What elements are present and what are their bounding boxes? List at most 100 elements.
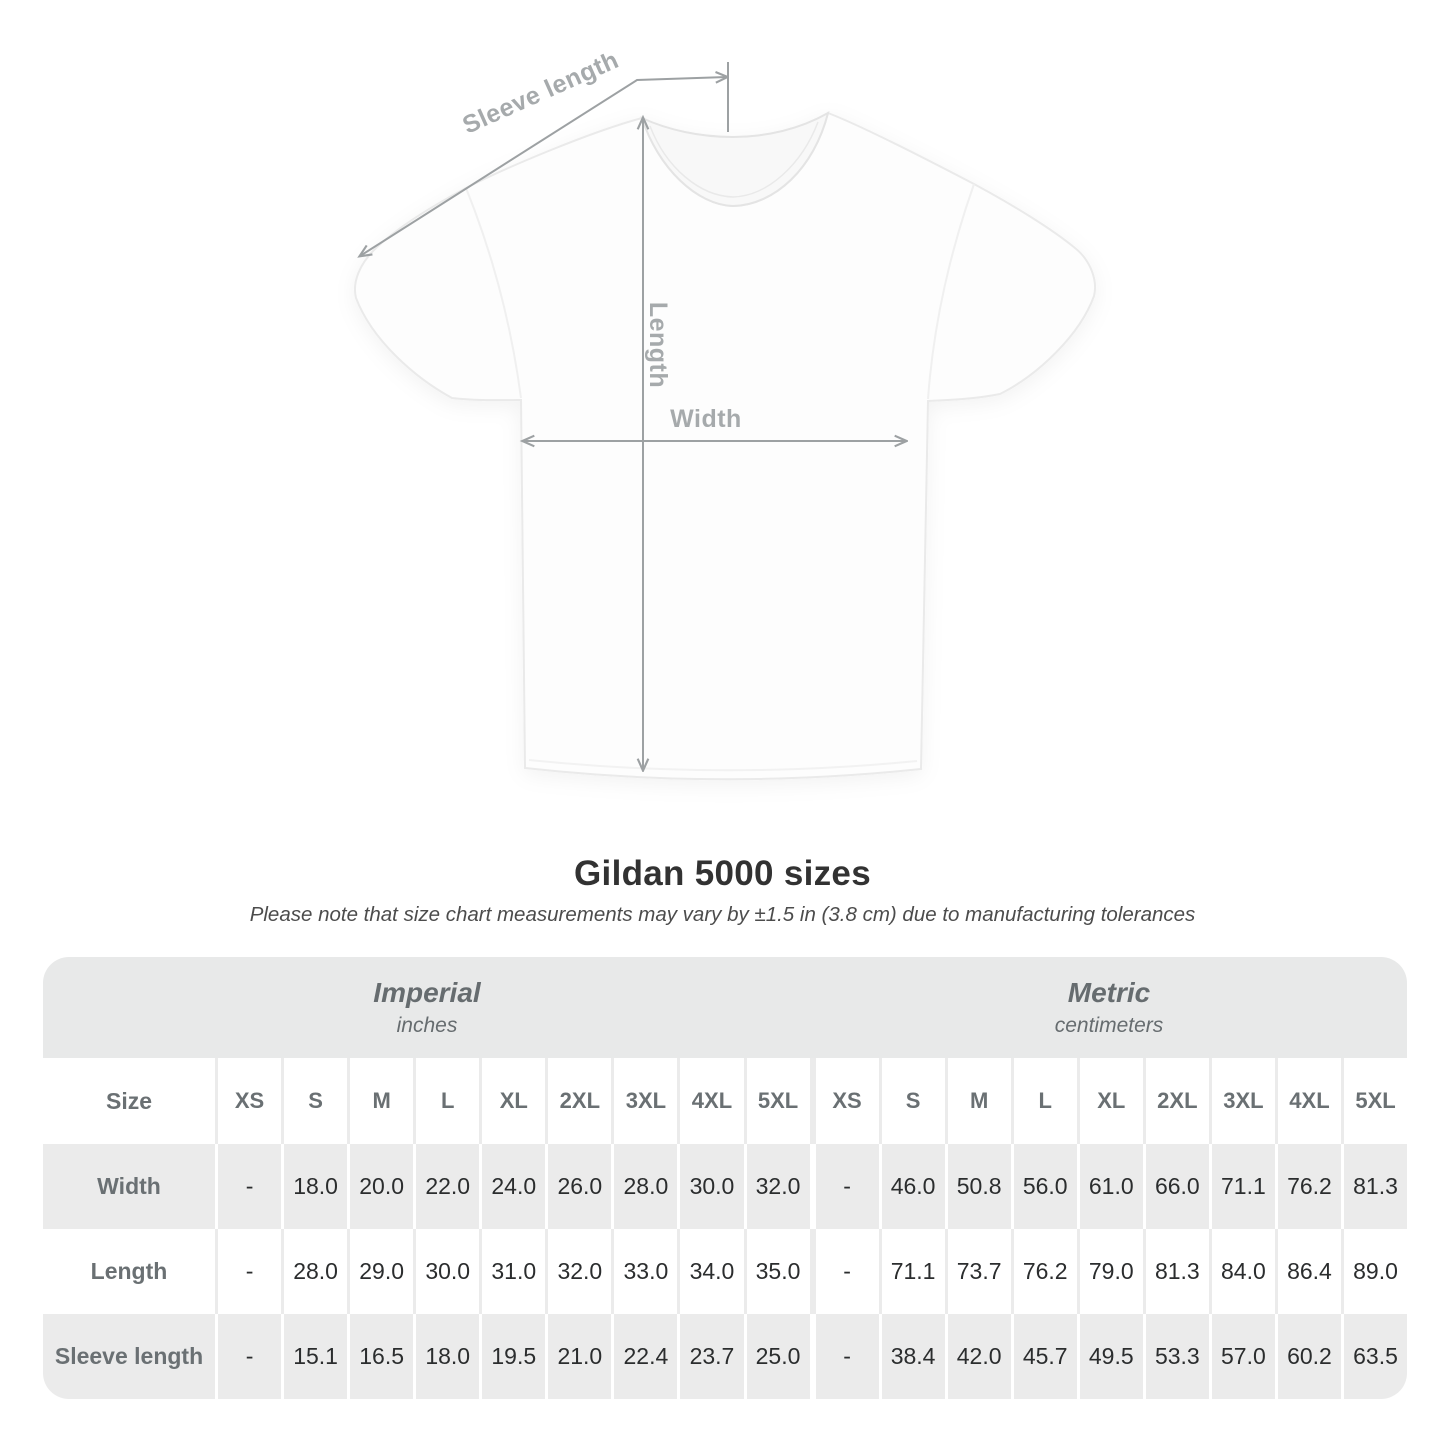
value-cell: 19.5 <box>479 1314 545 1399</box>
value-cell: 76.2 <box>1274 1144 1341 1229</box>
sleeve-dimension-line <box>360 77 727 256</box>
value-cell: 35.0 <box>743 1229 810 1314</box>
value-cell: 61.0 <box>1076 1144 1143 1229</box>
value-cell: 30.0 <box>413 1229 479 1314</box>
width-label: Width <box>670 405 742 433</box>
metric-size-headers: XS S M L XL 2XL 3XL 4XL 5XL <box>809 1058 1408 1144</box>
size-cell: 3XL <box>611 1058 677 1144</box>
width-imperial-values: -18.0 20.0 22.0 24.0 26.0 28.0 30.0 32.0 <box>215 1144 810 1229</box>
size-cell: XL <box>479 1058 545 1144</box>
imperial-label: Imperial <box>373 977 481 1008</box>
value-cell: 15.1 <box>281 1314 347 1399</box>
value-cell: 31.0 <box>479 1229 545 1314</box>
value-cell: 24.0 <box>479 1144 545 1229</box>
width-metric-values: -46.0 50.8 56.0 61.0 66.0 71.1 76.2 81.3 <box>809 1144 1408 1229</box>
value-cell: 81.3 <box>1341 1144 1407 1229</box>
value-cell: 18.0 <box>281 1144 347 1229</box>
value-cell: 53.3 <box>1142 1314 1209 1399</box>
page-title: Gildan 5000 sizes <box>574 854 871 893</box>
value-cell: 16.5 <box>347 1314 413 1399</box>
sleeve-metric-values: -38.4 42.0 45.7 49.5 53.3 57.0 60.2 63.5 <box>809 1314 1408 1399</box>
value-cell: 32.0 <box>545 1229 611 1314</box>
length-imperial-values: -28.0 29.0 30.0 31.0 32.0 33.0 34.0 35.0 <box>215 1229 810 1314</box>
value-cell: 57.0 <box>1208 1314 1275 1399</box>
value-cell: 45.7 <box>1010 1314 1077 1399</box>
size-header-row: Size XS S M L XL 2XL 3XL 4XL 5XL XS S M L XL 2XL 3XL 4X… <box>43 1058 1407 1144</box>
value-cell: 26.0 <box>545 1144 611 1229</box>
size-cell: M <box>944 1058 1011 1144</box>
metric-label: Metric <box>1067 977 1151 1008</box>
size-cell: L <box>1010 1058 1077 1144</box>
value-cell: 28.0 <box>281 1229 347 1314</box>
value-cell: 66.0 <box>1142 1144 1209 1229</box>
tolerance-note: Please note that size chart measurements… <box>249 903 1196 926</box>
length-row: Length -28.0 29.0 30.0 31.0 32.0 33.0 34.0 35.0… <box>43 1229 1407 1314</box>
value-cell: 81.3 <box>1142 1229 1209 1314</box>
size-cell: M <box>347 1058 413 1144</box>
metric-unit-label: centimeters <box>1054 1014 1164 1037</box>
size-cell: 5XL <box>743 1058 810 1144</box>
value-cell: 46.0 <box>878 1144 945 1229</box>
size-table: Imperial inches Metric centimeters Size … <box>43 957 1407 1399</box>
size-cell: 4XL <box>677 1058 743 1144</box>
length-label: Length <box>644 302 672 388</box>
value-cell: 28.0 <box>611 1144 677 1229</box>
value-cell: 25.0 <box>743 1314 810 1399</box>
value-cell: 60.2 <box>1274 1314 1341 1399</box>
value-cell: 18.0 <box>413 1314 479 1399</box>
value-cell: - <box>812 1314 879 1399</box>
value-cell: 42.0 <box>944 1314 1011 1399</box>
sleeve-length-row: Sleeve length -15.1 16.5 18.0 19.5 21.0 22.4 2… <box>43 1314 1407 1399</box>
imperial-size-headers: XS S M L XL 2XL 3XL 4XL 5XL <box>215 1058 810 1144</box>
row-label-length: Length <box>90 1258 168 1284</box>
size-column-header: Size <box>105 1087 153 1114</box>
title-block: Gildan 5000 sizes Please note that size … <box>0 854 1445 927</box>
sleeve-imperial-values: -15.1 16.5 18.0 19.5 21.0 22.4 23.7 25.0 <box>215 1314 810 1399</box>
size-cell: S <box>878 1058 945 1144</box>
size-cell: S <box>281 1058 347 1144</box>
value-cell: 71.1 <box>1208 1144 1275 1229</box>
value-cell: 56.0 <box>1010 1144 1077 1229</box>
value-cell: 33.0 <box>611 1229 677 1314</box>
tshirt-illustration <box>354 110 1096 781</box>
value-cell: - <box>215 1314 281 1399</box>
value-cell: - <box>215 1229 281 1314</box>
value-cell: 34.0 <box>677 1229 743 1314</box>
row-label-width: Width <box>97 1173 161 1199</box>
size-cell: XS <box>215 1058 281 1144</box>
value-cell: - <box>215 1144 281 1229</box>
imperial-group-header: Imperial inches <box>43 957 811 1058</box>
size-cell: L <box>413 1058 479 1144</box>
size-cell: 2XL <box>545 1058 611 1144</box>
value-cell: 22.4 <box>611 1314 677 1399</box>
value-cell: 32.0 <box>743 1144 810 1229</box>
value-cell: 84.0 <box>1208 1229 1275 1314</box>
imperial-unit-label: inches <box>396 1014 458 1037</box>
length-metric-values: -71.1 73.7 76.2 79.0 81.3 84.0 86.4 89.0 <box>809 1229 1408 1314</box>
metric-group-header: Metric centimeters <box>811 957 1407 1058</box>
value-cell: 30.0 <box>677 1144 743 1229</box>
value-cell: 38.4 <box>878 1314 945 1399</box>
value-cell: 79.0 <box>1076 1229 1143 1314</box>
size-cell: XS <box>812 1058 879 1144</box>
value-cell: 73.7 <box>944 1229 1011 1314</box>
size-cell: 2XL <box>1142 1058 1209 1144</box>
value-cell: 49.5 <box>1076 1314 1143 1399</box>
value-cell: 76.2 <box>1010 1229 1077 1314</box>
unit-group-header: Imperial inches Metric centimeters <box>43 957 1407 1058</box>
tshirt-measurement-figure: Sleeve length Length Width <box>354 46 1096 781</box>
value-cell: 21.0 <box>545 1314 611 1399</box>
size-cell: 3XL <box>1208 1058 1275 1144</box>
value-cell: 22.0 <box>413 1144 479 1229</box>
size-cell: 5XL <box>1341 1058 1407 1144</box>
value-cell: 71.1 <box>878 1229 945 1314</box>
value-cell: 23.7 <box>677 1314 743 1399</box>
value-cell: 29.0 <box>347 1229 413 1314</box>
value-cell: 63.5 <box>1341 1314 1407 1399</box>
width-row: Width -18.0 20.0 22.0 24.0 26.0 28.0 30.0 32.0 … <box>43 1144 1407 1229</box>
value-cell: - <box>812 1144 879 1229</box>
row-label-sleeve-length: Sleeve length <box>54 1343 204 1369</box>
size-cell: 4XL <box>1274 1058 1341 1144</box>
value-cell: 50.8 <box>944 1144 1011 1229</box>
